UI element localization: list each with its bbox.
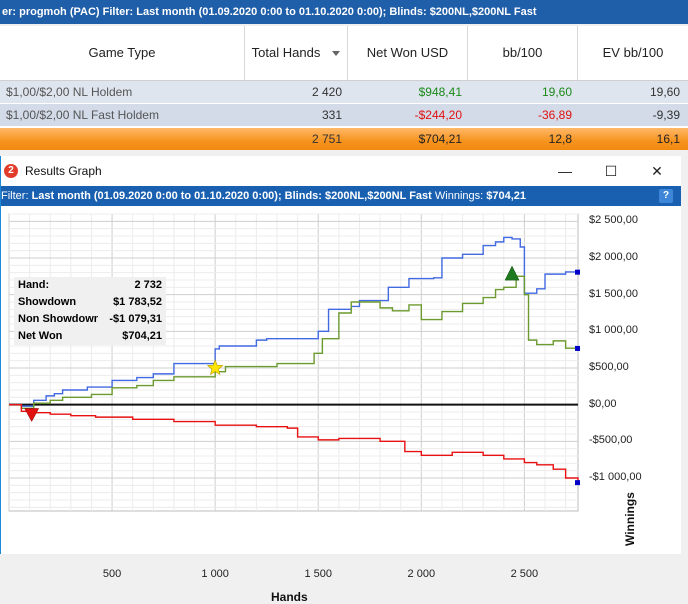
winnings-value: $704,21 xyxy=(486,190,527,202)
y-tick-label: $1 500,00 xyxy=(589,287,638,300)
y-axis-label: Winnings xyxy=(623,492,637,546)
cell-total-hands: 2 420 xyxy=(311,85,342,99)
series-end-marker xyxy=(575,345,580,351)
window-title: Results Graph xyxy=(25,164,102,178)
y-tick-label: $500,00 xyxy=(589,361,629,373)
filter-value: Last month (01.09.2020 0:00 to 01.10.202… xyxy=(31,190,432,202)
series-end-marker xyxy=(575,269,580,275)
stats-box: Hand: 2 732 Showdown $1 783,52 Non Showdow… xyxy=(14,277,166,345)
y-tick-label: -$1 000,00 xyxy=(589,471,642,483)
total-bb100: 12,8 xyxy=(548,132,572,146)
filter-label: Filter: xyxy=(1,190,32,202)
chart-svg xyxy=(8,213,580,512)
col-header-ev-bb100[interactable]: EV bb/100 xyxy=(602,45,664,60)
winnings-label: Winnings: xyxy=(431,190,487,202)
x-axis-label: Hands xyxy=(271,590,308,604)
series-line-2 xyxy=(9,403,579,484)
graph-filter-bar: Filter: Last month (01.09.2020 0:00 to 0… xyxy=(1,186,681,206)
y-tick-label: $2 500,00 xyxy=(589,214,638,227)
stat-row-showdown: Showdown $1 783,52 xyxy=(18,296,162,308)
help-icon[interactable]: ? xyxy=(659,189,673,203)
window-titlebar[interactable]: 2 Results Graph — ☐ ✕ xyxy=(1,156,681,186)
table-header: Game Type Total Hands Net Won USD bb/100… xyxy=(0,26,688,81)
col-header-game-type[interactable]: Game Type xyxy=(0,26,245,80)
results-table: Game Type Total Hands Net Won USD bb/100… xyxy=(0,26,688,150)
max-marker xyxy=(504,265,520,281)
plot-area xyxy=(8,213,579,512)
table-row[interactable]: $1,00/$2,00 NL Fast Holdem 331 -$244,20 … xyxy=(0,104,688,126)
y-tick-label: $1 000,00 xyxy=(589,324,638,337)
minimize-button[interactable]: — xyxy=(558,163,572,179)
total-ev-bb100: 16,1 xyxy=(656,132,680,146)
x-tick-label: 1 000 xyxy=(201,568,229,580)
min-marker xyxy=(24,408,40,422)
x-tick-label: 1 500 xyxy=(304,568,332,580)
star-marker xyxy=(206,359,224,376)
close-button[interactable]: ✕ xyxy=(651,163,663,179)
y-tick-label: $2 000,00 xyxy=(589,251,638,263)
table-total-row: 2 751 $704,21 12,8 16,1 xyxy=(0,128,688,150)
col-header-bb100[interactable]: bb/100 xyxy=(468,26,578,80)
filter-text: er: progmoh (PAC) Filter: Last month (01… xyxy=(2,6,537,18)
stat-row-net-won: Net Won $704,21 xyxy=(18,330,162,342)
maximize-button[interactable]: ☐ xyxy=(604,163,618,179)
series-end-marker xyxy=(575,480,580,486)
y-tick-label: -$500,00 xyxy=(589,434,633,447)
col-header-net-won[interactable]: Net Won USD xyxy=(348,26,468,80)
y-tick-label: $0,00 xyxy=(589,397,617,410)
cell-game-type: $1,00/$2,00 NL Holdem xyxy=(6,85,133,99)
cell-total-hands: 331 xyxy=(321,108,342,122)
cell-ev-bb100: 19,60 xyxy=(649,85,680,99)
results-chart: Hand: 2 732 Showdown $1 783,52 Non Showdow… xyxy=(1,206,681,604)
cell-bb100: -36,89 xyxy=(537,108,572,122)
stat-row-non-showdown: Non Showdown -$1 079,31 xyxy=(18,313,162,325)
col-header-total-hands[interactable]: Total Hands xyxy=(245,26,348,80)
cell-net-won: -$244,20 xyxy=(414,108,462,122)
total-net-won: $704,21 xyxy=(418,132,462,146)
filter-bar: er: progmoh (PAC) Filter: Last month (01… xyxy=(0,0,688,24)
sort-desc-icon xyxy=(332,51,341,57)
cell-game-type: $1,00/$2,00 NL Fast Holdem xyxy=(6,108,159,122)
x-tick-label: 2 000 xyxy=(407,568,436,580)
x-tick-label: 2 500 xyxy=(510,568,539,580)
x-tick-label: 500 xyxy=(102,568,122,580)
app-icon: 2 xyxy=(4,164,18,178)
cell-bb100: 19,60 xyxy=(541,85,572,99)
results-graph-window: 2 Results Graph — ☐ ✕ Filter: Last month… xyxy=(0,156,681,604)
cell-ev-bb100: -9,39 xyxy=(652,108,680,122)
series-line-1 xyxy=(9,275,579,410)
total-hands: 2 751 xyxy=(311,132,342,146)
cell-net-won: $948,41 xyxy=(418,85,462,99)
stat-row-hands: Hand: 2 732 xyxy=(18,279,162,291)
table-row[interactable]: $1,00/$2,00 NL Holdem 2 420 $948,41 19,6… xyxy=(0,81,688,103)
